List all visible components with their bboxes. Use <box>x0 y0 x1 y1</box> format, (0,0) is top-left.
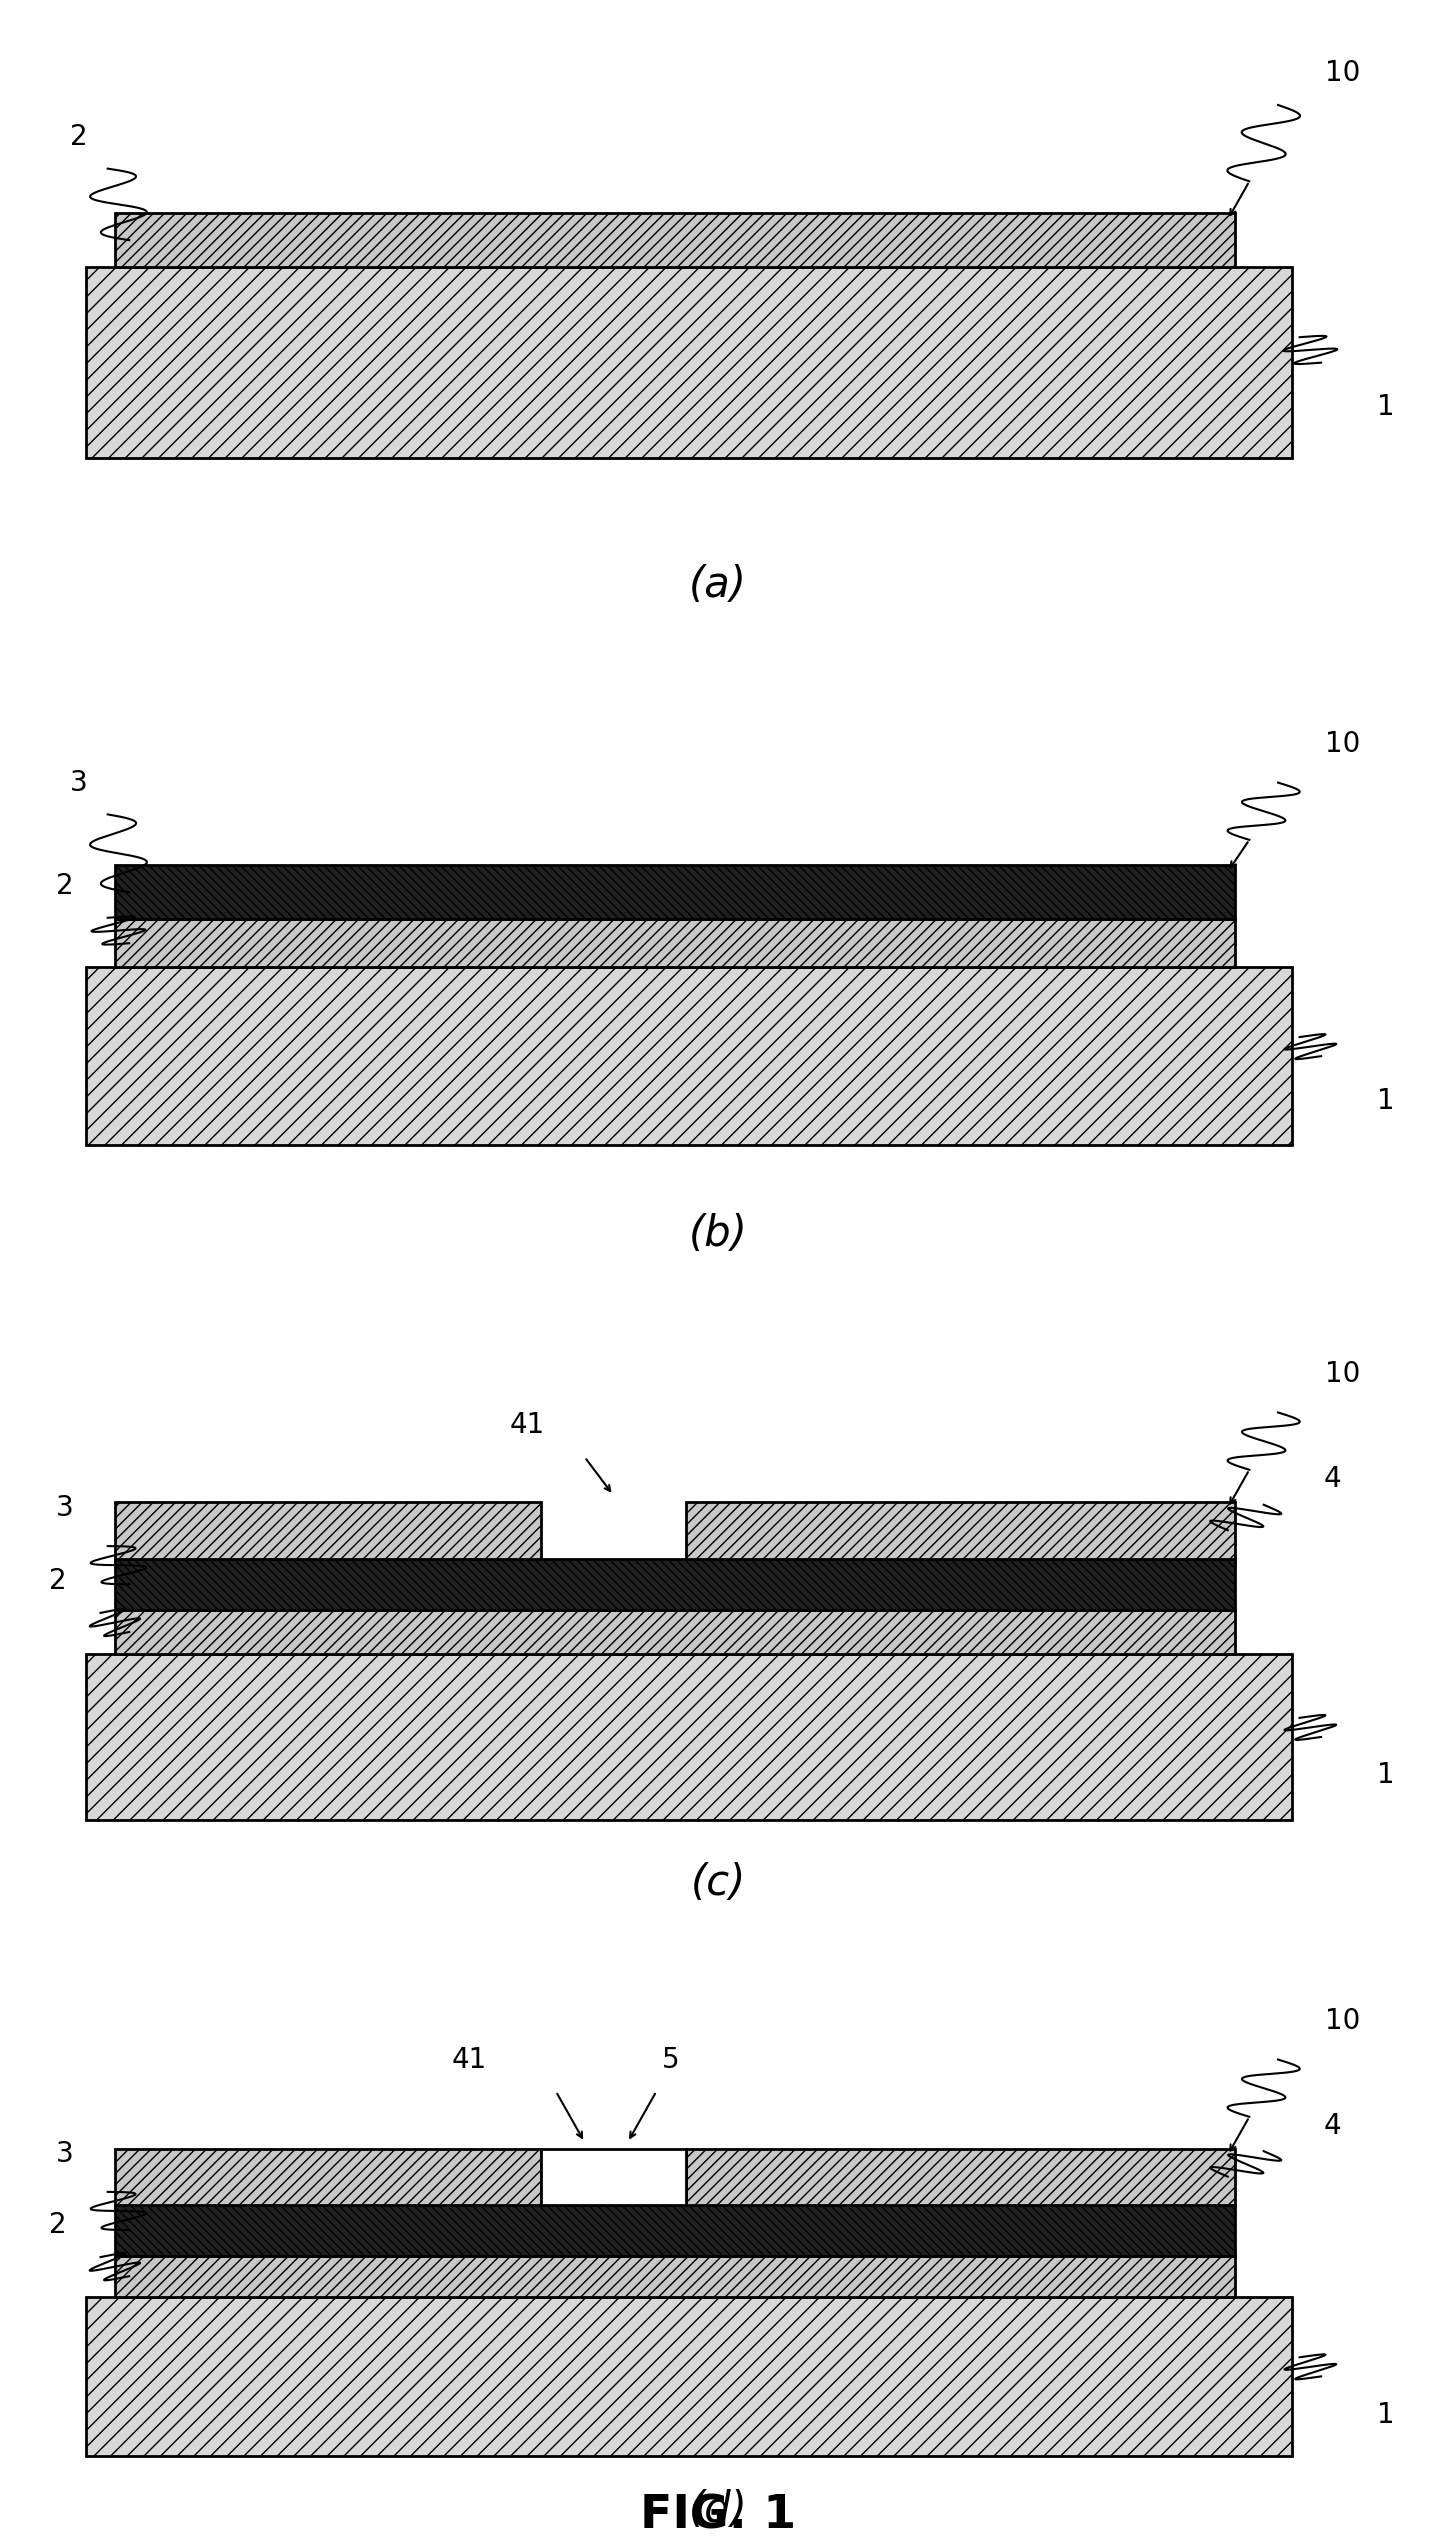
Bar <box>115 865 1235 919</box>
Text: (d): (d) <box>689 2489 747 2532</box>
Text: 1: 1 <box>1377 392 1394 422</box>
Text: 41: 41 <box>452 2046 487 2074</box>
Text: 5: 5 <box>662 2046 679 2074</box>
Text: (a): (a) <box>689 565 747 606</box>
Bar <box>686 1502 1235 1558</box>
Text: 4: 4 <box>1324 1466 1341 1494</box>
Text: 10: 10 <box>1325 2008 1360 2036</box>
Text: 2: 2 <box>49 1568 66 1596</box>
Text: 4: 4 <box>1324 2112 1341 2140</box>
Bar <box>86 967 1292 1145</box>
Text: 1: 1 <box>1377 2400 1394 2428</box>
Text: 10: 10 <box>1325 730 1360 758</box>
Text: 41: 41 <box>510 1410 544 1440</box>
Text: 2: 2 <box>49 2212 66 2240</box>
Text: FIG. 1: FIG. 1 <box>640 2494 796 2540</box>
Text: 3: 3 <box>70 769 88 797</box>
Bar <box>86 267 1292 458</box>
Text: 2: 2 <box>56 873 73 901</box>
Text: (b): (b) <box>689 1214 747 1255</box>
Bar <box>540 2148 686 2204</box>
Text: 2: 2 <box>70 122 88 150</box>
Text: 10: 10 <box>1325 59 1360 87</box>
Text: 1: 1 <box>1377 1761 1394 1789</box>
Bar <box>686 2148 1235 2204</box>
Bar <box>115 2255 1235 2296</box>
Bar <box>115 1502 540 1558</box>
Text: (c): (c) <box>691 1863 745 1904</box>
Bar <box>86 1654 1292 1820</box>
Bar <box>115 1611 1235 1654</box>
Text: 3: 3 <box>56 2140 73 2168</box>
Text: 1: 1 <box>1377 1087 1394 1115</box>
Bar <box>115 214 1235 267</box>
Text: 3: 3 <box>56 1494 73 1522</box>
Text: 10: 10 <box>1325 1359 1360 1390</box>
Bar <box>115 2148 540 2204</box>
Bar <box>115 2204 1235 2255</box>
Bar <box>115 919 1235 967</box>
Bar <box>86 2296 1292 2456</box>
Bar <box>115 1558 1235 1611</box>
